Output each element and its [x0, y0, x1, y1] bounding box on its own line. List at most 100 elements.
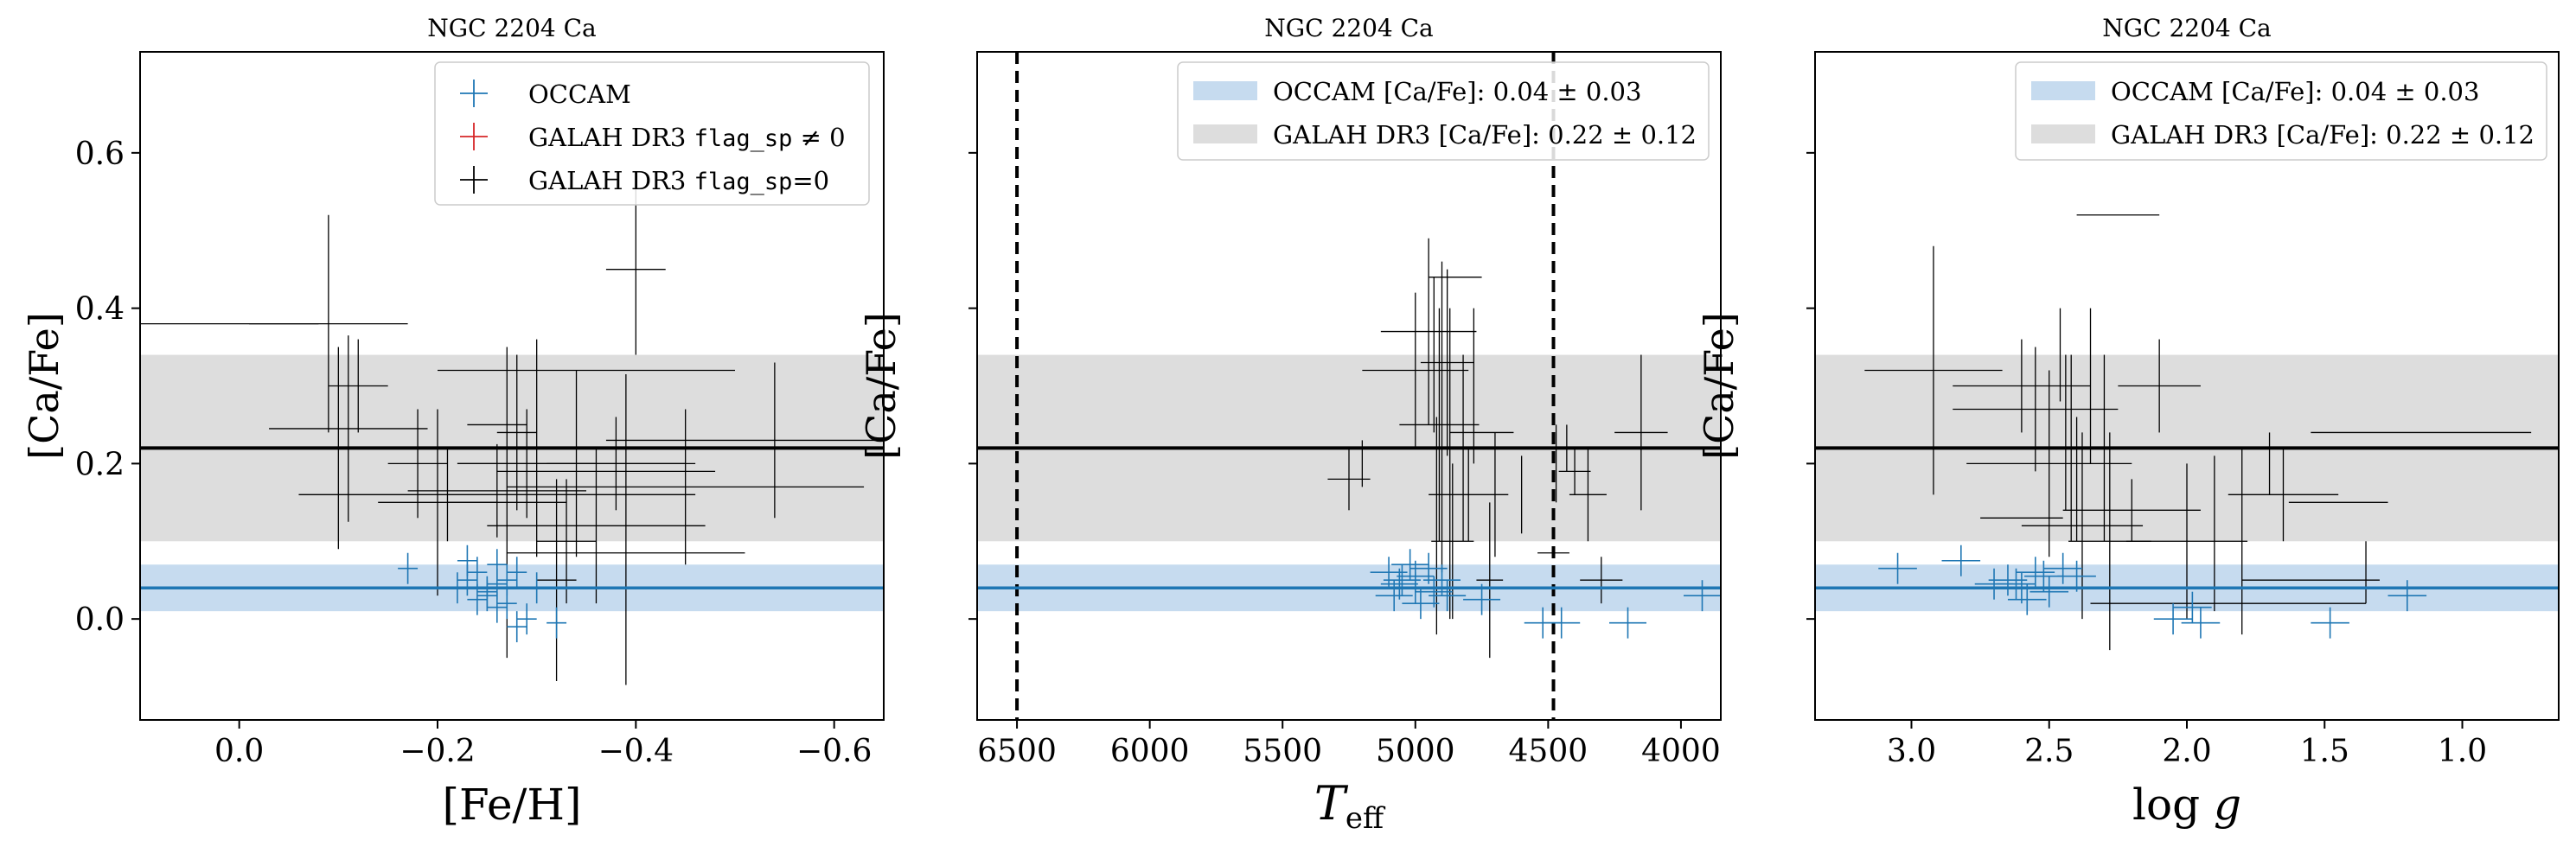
galah-point-23 — [507, 409, 865, 565]
occam-point-13 — [547, 607, 567, 639]
occam-point-6 — [2043, 552, 2082, 584]
galah-point-13 — [2062, 479, 2201, 542]
galah-point-14 — [536, 479, 597, 604]
legend-box — [1177, 61, 1710, 161]
plot-area — [977, 52, 1721, 720]
occam-point-16 — [1429, 580, 1467, 612]
legend-box — [2015, 61, 2547, 161]
x-tick-label: 6000 — [1110, 734, 1190, 769]
occam-point-12 — [2173, 591, 2212, 623]
galah-point-24 — [605, 362, 884, 519]
plot-area — [1815, 214, 2559, 651]
occam-point-16 — [1974, 568, 2014, 600]
occam-point-5 — [2029, 576, 2069, 608]
legend-galah-ok-label: GALAH DR3 flag_sp=0 — [528, 166, 829, 195]
occam-point-8 — [1380, 568, 1418, 600]
x-tick-label: −0.4 — [598, 734, 674, 769]
x-tick-label: 2.5 — [2024, 734, 2074, 769]
occam-point-5 — [1423, 564, 1461, 596]
galah-point-13 — [536, 479, 577, 682]
legend-occam-swatch — [1193, 81, 1257, 100]
axes-frame — [976, 51, 1722, 721]
occam-point-13 — [1609, 607, 1646, 639]
legend: OCCAM [Ca/Fe]: 0.04 ± 0.03 GALAH DR3 [Ca/… — [1177, 61, 1710, 161]
panel-1: 0.0 −0.2 −0.4 −0.6 0.0 0.2 0.4 0.6 NGC 2204 Ca [C… — [21, 14, 885, 830]
galah-point-3 — [269, 335, 428, 522]
occam-point-1 — [1383, 564, 1421, 596]
galah-point-15 — [1476, 502, 1504, 659]
occam-point-3 — [1409, 552, 1448, 584]
galah-point-7 — [1420, 269, 1474, 456]
legend-galah-swatch — [1193, 124, 1257, 143]
panel-title: NGC 2204 Ca — [427, 14, 596, 42]
galah-point-7 — [298, 448, 597, 542]
occam-point-3 — [467, 557, 488, 589]
occam-point-11 — [516, 603, 537, 635]
occam-point-2 — [1988, 564, 2028, 596]
occam-point-7 — [1402, 588, 1440, 620]
x-tick-label: −0.2 — [400, 734, 475, 769]
occam-point-11 — [2181, 607, 2221, 639]
occam-point-4 — [2016, 557, 2055, 589]
y-tick-label: 0.2 — [75, 447, 125, 482]
occam-point-6 — [1391, 549, 1429, 581]
occam-point-12 — [507, 611, 527, 643]
legend-occam-marker — [460, 80, 488, 107]
galah-point-23 — [1614, 354, 1668, 511]
occam-point-14 — [1684, 580, 1721, 612]
legend-galah-swatch — [2031, 124, 2095, 143]
occam-point-1 — [1941, 544, 1981, 576]
galah-point-22 — [1580, 557, 1623, 604]
occam-point-7 — [476, 580, 497, 612]
legend-box — [434, 61, 870, 206]
y-tick-label: 0.4 — [75, 292, 125, 328]
x-axis-label: Teff — [1314, 776, 1386, 836]
y-tick-label: 0.6 — [75, 137, 125, 172]
legend-galah-flagged-label: GALAH DR3 flag_sp ≠ 0 — [528, 123, 846, 152]
legend-galah-flagged-marker — [460, 123, 488, 150]
legend-occam-mean-label: OCCAM [Ca/Fe]: 0.04 ± 0.03 — [2111, 77, 2479, 106]
legend: OCCAM [Ca/Fe]: 0.04 ± 0.03 GALAH DR3 [Ca/… — [2015, 61, 2547, 161]
x-tick-label: 4500 — [1509, 734, 1588, 769]
x-tick-label: 0.0 — [214, 734, 264, 769]
occam-point-12 — [1543, 607, 1581, 639]
galah-point-4 — [328, 339, 388, 433]
galah-point-2 — [1362, 292, 1469, 449]
panel-title: NGC 2204 Ca — [1264, 14, 1433, 42]
galah-point-21 — [1569, 448, 1607, 542]
occam-point-0 — [1878, 552, 1917, 584]
legend-galah-ok-marker — [460, 166, 488, 194]
galah-point-18 — [2228, 448, 2339, 542]
x-axis-label: [Fe/H] — [442, 780, 581, 830]
y-axis-label: [Ca/Fe] — [858, 312, 904, 460]
panel-2: 6500 6000 5500 5000 4500 4000 NGC 2204 Ca [Ca/F… — [858, 14, 1722, 836]
galah-point-14 — [2118, 339, 2201, 433]
occam-point-17 — [487, 591, 508, 623]
galah-point-1 — [1953, 339, 2091, 433]
legend-occam-swatch — [2031, 81, 2095, 100]
x-tick-label: 6500 — [977, 734, 1057, 769]
axes-frame — [139, 51, 885, 721]
panel-3: 3.0 2.5 2.0 1.5 1.0 NGC 2204 Ca [Ca/Fe] log g OC… — [1696, 14, 2560, 830]
panel-title: NGC 2204 Ca — [2102, 14, 2271, 42]
x-tick-label: 1.0 — [2438, 734, 2487, 769]
x-tick-label: 5000 — [1376, 734, 1455, 769]
legend: OCCAM GALAH DR3 flag_sp ≠ 0 GALAH DR3 flag… — [434, 61, 870, 206]
galah-point-15 — [487, 448, 706, 604]
galah-point-20 — [605, 183, 666, 355]
x-tick-label: 2.0 — [2162, 734, 2211, 769]
x-tick-label: 3.0 — [1887, 734, 1936, 769]
y-tick-label: 0.0 — [75, 602, 125, 638]
legend-galah-mean-label: GALAH DR3 [Ca/Fe]: 0.22 ± 0.12 — [1273, 120, 1697, 150]
galah-point-1 — [249, 214, 408, 433]
legend-galah-mean-label: GALAH DR3 [Ca/Fe]: 0.22 ± 0.12 — [2111, 120, 2534, 150]
occam-point-16 — [457, 544, 477, 576]
galah-point-0 — [1327, 448, 1371, 511]
occam-point-9 — [507, 557, 527, 589]
galah-point-0 — [1864, 245, 2003, 495]
y-axis-label: [Ca/Fe] — [21, 312, 67, 460]
occam-point-0 — [1370, 557, 1408, 589]
x-tick-label: 4000 — [1641, 734, 1721, 769]
x-tick-label: −0.6 — [796, 734, 872, 769]
